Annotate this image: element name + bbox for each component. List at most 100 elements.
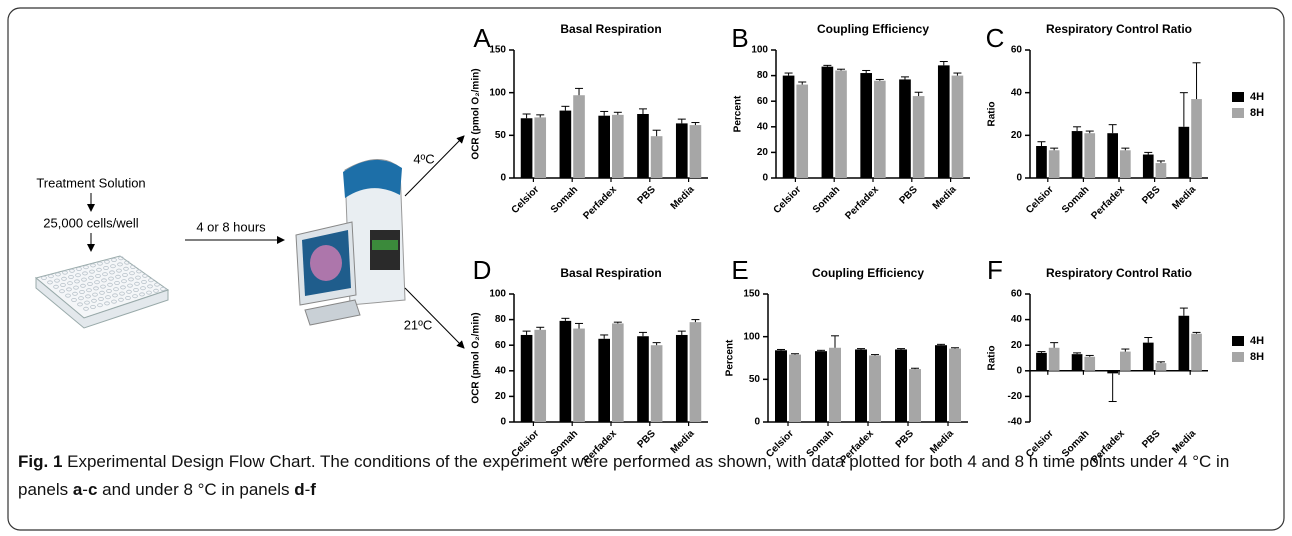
bar (637, 336, 649, 422)
x-tick-label: Celsior (510, 184, 542, 216)
bar (895, 349, 907, 422)
bar (675, 334, 688, 422)
bar (1107, 370, 1118, 374)
bar (909, 369, 921, 422)
bar (559, 110, 572, 178)
bar (1120, 351, 1131, 371)
panel-label: E (731, 255, 748, 285)
x-tick-label: PBS (1140, 184, 1163, 207)
x-tick-label: Somah (1060, 184, 1091, 215)
bar (1142, 342, 1154, 371)
bar (573, 328, 585, 422)
legend-swatch (1232, 336, 1244, 346)
bar (821, 66, 834, 178)
bar (796, 84, 809, 178)
x-tick-label: Somah (811, 184, 842, 215)
y-tick-label: 20 (1011, 340, 1023, 351)
bar (1120, 150, 1131, 178)
y-tick-label: 50 (749, 374, 761, 385)
bar (612, 114, 624, 178)
y-tick-label: 100 (743, 331, 760, 342)
y-tick-label: 100 (489, 289, 506, 300)
bar (1084, 356, 1096, 371)
bar (1178, 315, 1190, 371)
caption-text: a (72, 480, 83, 499)
y-tick-label: 0 (500, 173, 506, 184)
bar (949, 348, 961, 422)
chart-title: Coupling Efficiency (812, 266, 924, 280)
x-tick-label: Perfadex (581, 184, 619, 222)
bar (869, 355, 881, 422)
caption-text: f (310, 480, 316, 499)
bar (1155, 163, 1167, 178)
bar (1191, 99, 1202, 178)
bar (1142, 154, 1154, 178)
y-tick-label: 0 (1016, 365, 1022, 376)
bar (534, 117, 547, 178)
bar (829, 347, 841, 422)
y-tick-label: 80 (757, 70, 769, 81)
x-tick-label: Celsior (772, 184, 804, 216)
bar (935, 345, 947, 422)
bar (1071, 354, 1083, 371)
bar (689, 322, 702, 422)
bar (860, 73, 872, 178)
caption-text: - (82, 480, 88, 499)
y-tick-label: 60 (1011, 289, 1023, 300)
x-tick-label: PBS (897, 184, 920, 207)
chart-title: Respiratory Control Ratio (1046, 266, 1192, 280)
legend-swatch (1232, 108, 1244, 118)
bar (835, 70, 847, 178)
bar (899, 79, 911, 178)
y-tick-label: 0 (754, 417, 760, 428)
caption-text: c (87, 480, 98, 499)
y-tick-label: 60 (495, 340, 507, 351)
y-axis-label: Percent (733, 95, 744, 132)
y-tick-label: 50 (495, 130, 507, 141)
y-tick-label: 20 (1011, 130, 1023, 141)
panel-label: B (731, 23, 748, 53)
y-tick-label: 100 (751, 45, 768, 56)
bar (1178, 126, 1190, 178)
bar (650, 345, 663, 422)
bar (520, 118, 533, 178)
y-tick-label: 150 (489, 45, 506, 56)
y-tick-label: 40 (1011, 87, 1023, 98)
bar (789, 354, 801, 422)
bar (573, 95, 585, 178)
panel-label: F (987, 255, 1003, 285)
y-axis-label: Percent (725, 339, 736, 376)
chart-title: Respiratory Control Ratio (1046, 22, 1192, 36)
bar (912, 96, 925, 178)
x-tick-label: Media (931, 184, 959, 212)
bar (951, 75, 964, 178)
y-tick-label: 40 (757, 121, 769, 132)
bar (637, 114, 649, 178)
x-tick-label: Somah (549, 184, 580, 215)
caption-text: and under 8 °C in panels (97, 480, 295, 499)
bar (1036, 352, 1047, 371)
step-label: Treatment Solution (36, 175, 145, 190)
bar (815, 351, 827, 422)
analyzer-instrument (295, 159, 406, 326)
caption-text: d (294, 480, 305, 499)
caption-text: - (304, 480, 311, 499)
duration-label: 4 or 8 hours (196, 219, 266, 234)
legend-swatch (1232, 352, 1244, 362)
panel-label: D (473, 255, 492, 285)
y-tick-label: 40 (495, 365, 507, 376)
y-tick-label: 150 (743, 289, 760, 300)
y-tick-label: 100 (489, 87, 506, 98)
bar (1048, 347, 1060, 371)
x-tick-label: Celsior (1024, 184, 1056, 216)
bar (1107, 133, 1118, 178)
y-tick-label: 20 (495, 391, 507, 402)
y-tick-label: 20 (757, 147, 769, 158)
step-label: 25,000 cells/well (43, 215, 138, 230)
x-tick-label: Media (669, 184, 697, 212)
bar (937, 65, 950, 178)
y-tick-label: 0 (500, 417, 506, 428)
y-tick-label: -40 (1008, 417, 1023, 428)
x-tick-label: PBS (635, 184, 658, 207)
